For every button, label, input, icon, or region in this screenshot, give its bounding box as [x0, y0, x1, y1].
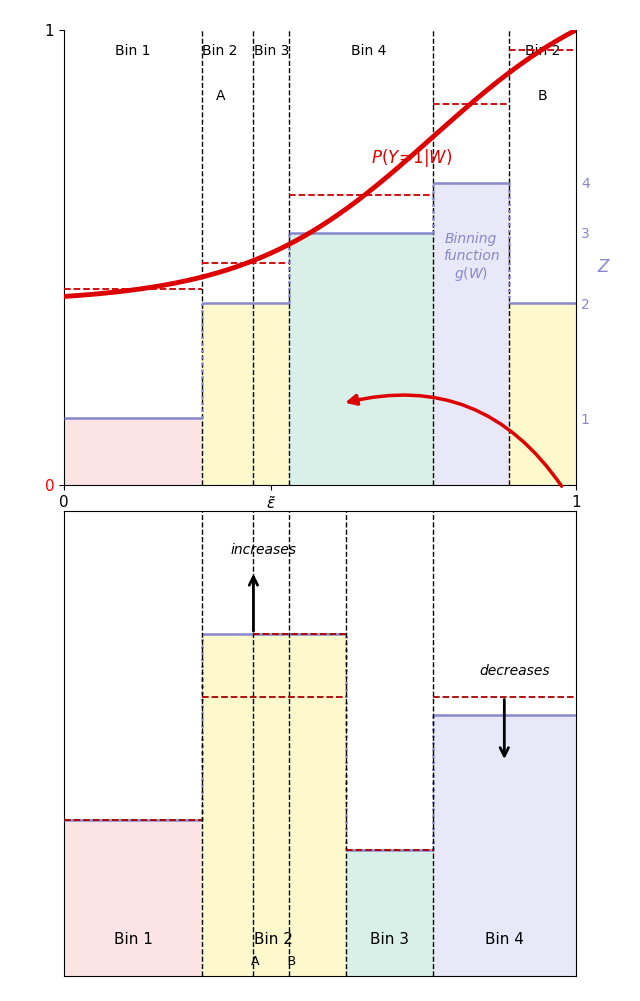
Text: B: B: [538, 89, 548, 103]
Text: Bin 2: Bin 2: [255, 932, 293, 947]
Text: Bin 3: Bin 3: [253, 44, 289, 58]
Text: Bin 4: Bin 4: [351, 44, 387, 58]
Text: Binning
function
$g(W)$: Binning function $g(W)$: [443, 232, 499, 283]
Text: A: A: [216, 89, 225, 103]
Text: decreases: decreases: [479, 664, 550, 678]
Y-axis label: $Z$: $Z$: [596, 257, 611, 275]
Text: Bin 1: Bin 1: [115, 44, 151, 58]
Text: A       B: A B: [252, 955, 296, 968]
Text: Bin 2: Bin 2: [202, 44, 238, 58]
Text: Bin 4: Bin 4: [485, 932, 524, 947]
Text: increases: increases: [230, 544, 297, 557]
Text: $P(Y\!=\!1|W)$: $P(Y\!=\!1|W)$: [371, 146, 453, 168]
Text: Bin 1: Bin 1: [114, 932, 152, 947]
X-axis label: $W$: $W$: [344, 527, 367, 547]
Text: Bin 3: Bin 3: [370, 932, 408, 947]
Text: Bin 2: Bin 2: [525, 44, 561, 58]
